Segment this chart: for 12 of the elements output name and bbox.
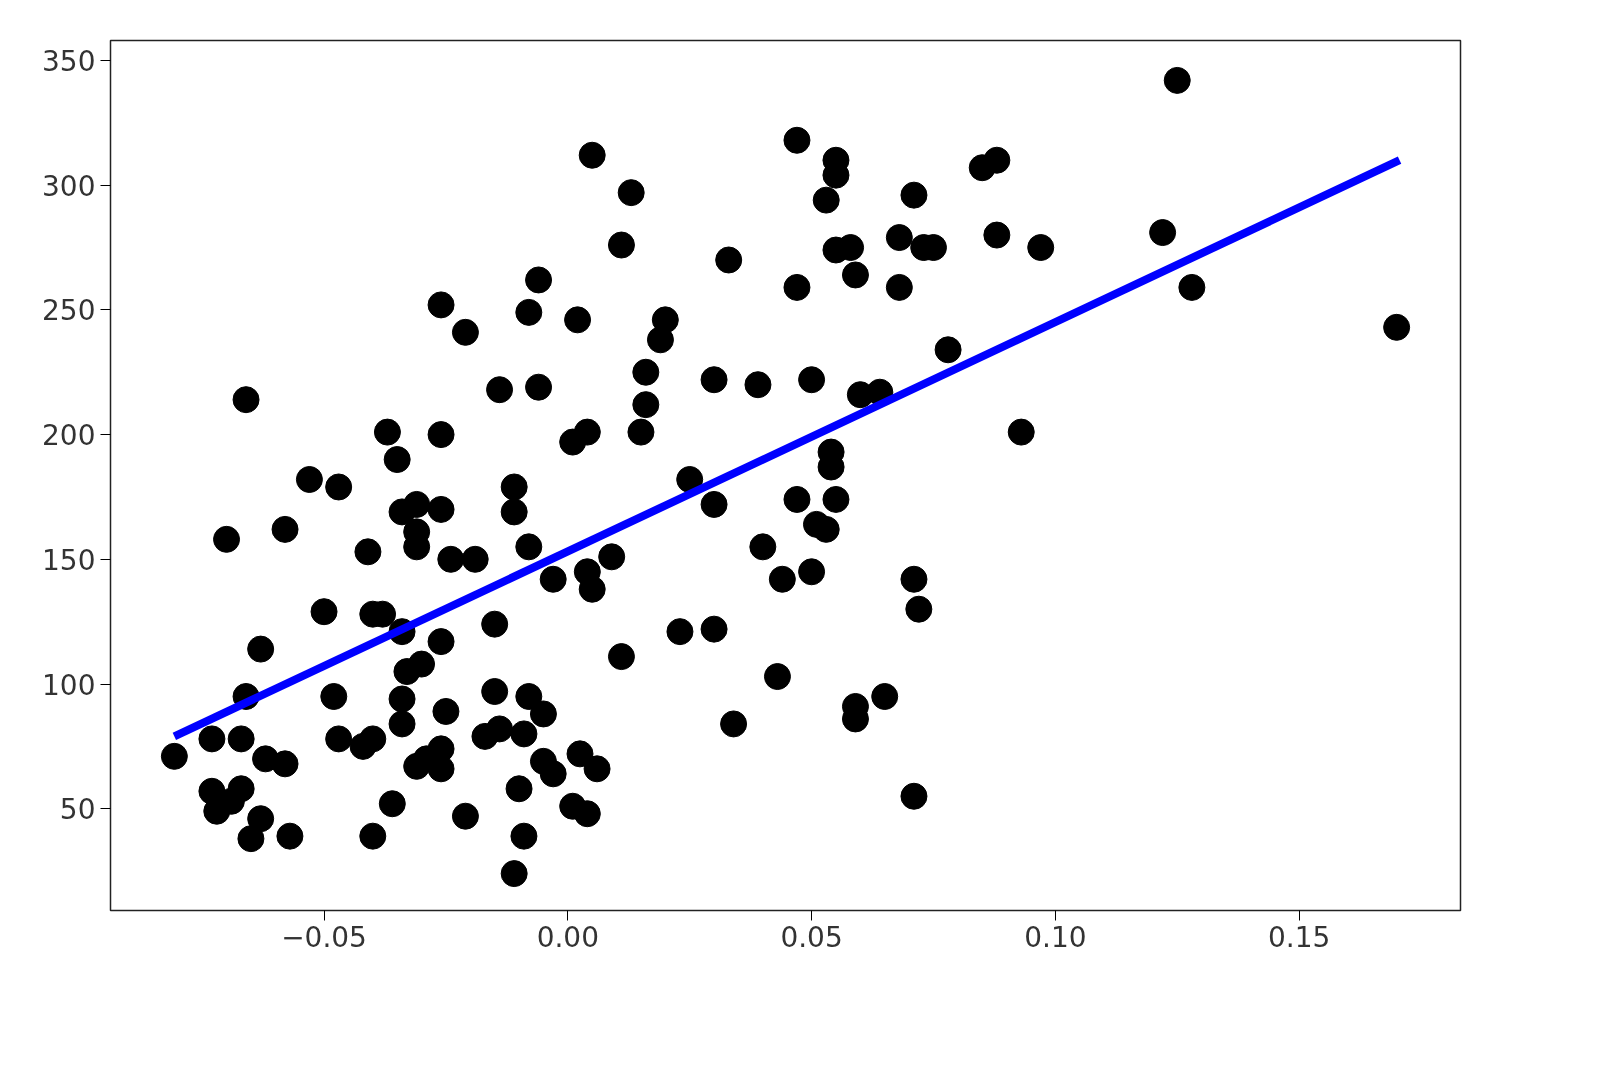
y-tick-label: 50	[59, 793, 96, 827]
y-tick-label: 350	[42, 44, 96, 78]
x-tick-label: 0.05	[780, 920, 843, 954]
y-tick-label: 300	[42, 169, 96, 203]
y-tick-label: 150	[42, 543, 96, 577]
x-tick-label: 0.10	[1024, 920, 1087, 954]
y-tick-label: 250	[42, 294, 96, 328]
x-tick-label: 0.15	[1267, 920, 1331, 954]
y-tick-label: 200	[42, 419, 96, 453]
x-tick-label: 0.00	[536, 920, 599, 954]
x-tick-label: −0.05	[281, 920, 367, 954]
y-tick-label: 100	[42, 668, 96, 702]
